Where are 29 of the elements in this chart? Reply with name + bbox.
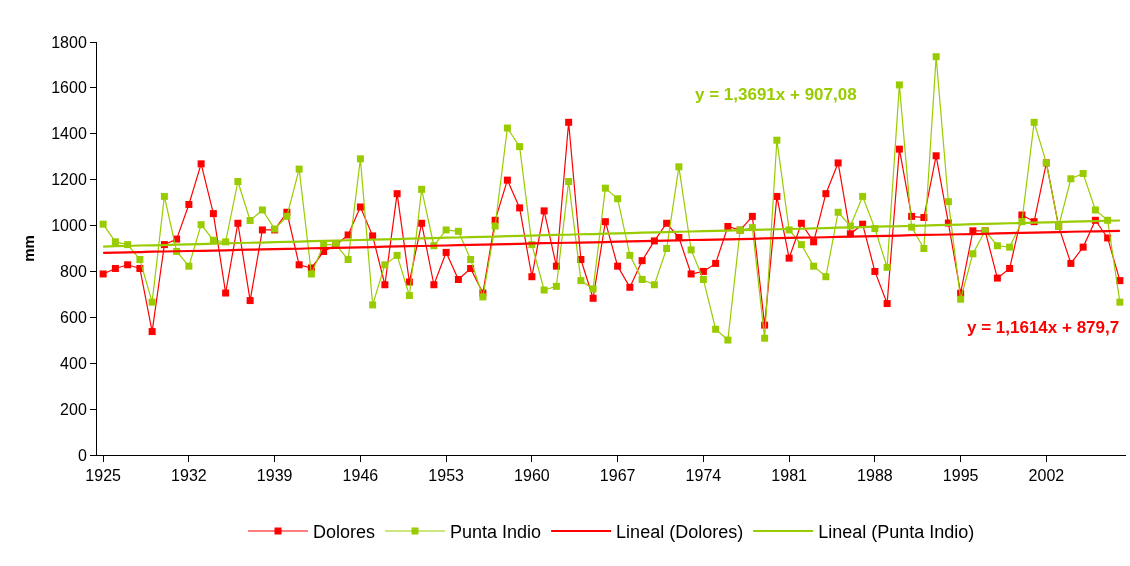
annotation: y = 1,1614x + 879,7: [967, 318, 1120, 337]
legend-label: Lineal (Punta Indio): [818, 522, 975, 543]
y-tick-label: 1600: [51, 79, 87, 97]
x-tick-label: 1946: [342, 467, 379, 485]
x-tick-label: 1953: [428, 467, 465, 485]
x-tick-label: 1981: [771, 467, 808, 485]
x-tick-label: 1939: [256, 467, 293, 485]
legend-label: Punta Indio: [450, 522, 542, 543]
x-tick-label: 1932: [171, 467, 207, 485]
x-tick-label: 2002: [1028, 467, 1065, 485]
annotation: y = 1,3691x + 907,08: [695, 85, 857, 104]
y-tick-label: 0: [77, 446, 87, 464]
y-tick-label: 1400: [51, 125, 87, 143]
y-axis-title: mm: [20, 235, 38, 262]
legend-label: Dolores: [313, 522, 376, 543]
x-tick-label: 1974: [685, 467, 722, 485]
y-tick-label: 400: [60, 354, 87, 372]
y-tick-label: 1800: [51, 33, 87, 51]
x-tick-label: 1960: [514, 467, 550, 485]
x-tick-label: 1988: [857, 467, 893, 485]
y-tick-label: 600: [60, 308, 87, 326]
y-tick-label: 1200: [51, 171, 87, 189]
x-tick-label: 1967: [599, 467, 636, 485]
x-tick-label: 1995: [942, 467, 979, 485]
y-tick-label: 1000: [51, 217, 87, 235]
y-tick-label: 200: [60, 400, 87, 418]
legend-label: Lineal (Dolores): [616, 522, 744, 543]
y-tick-label: 800: [60, 263, 87, 281]
x-tick-label: 1925: [85, 467, 122, 485]
